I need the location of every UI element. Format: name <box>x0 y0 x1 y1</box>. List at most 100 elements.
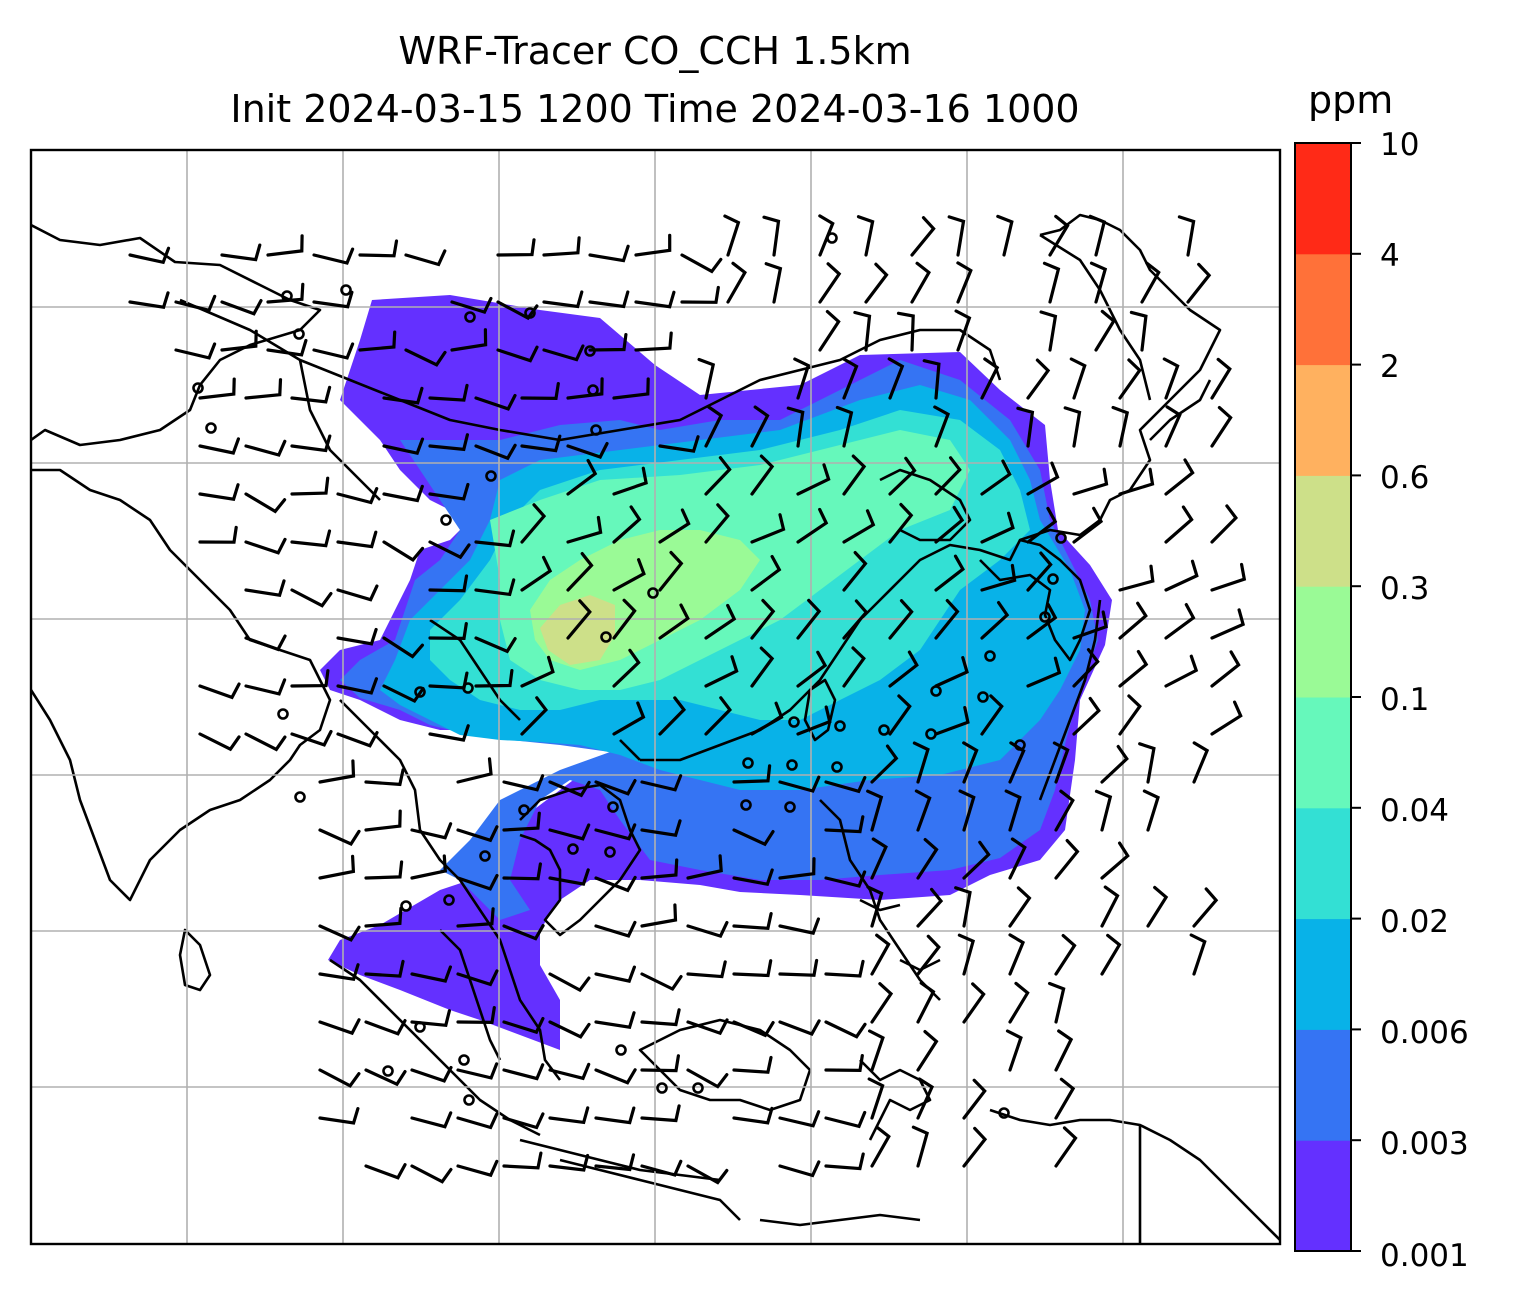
wind-barb <box>1026 602 1058 640</box>
calm-wind-circle <box>340 284 352 296</box>
wind-barb <box>548 1020 591 1039</box>
calm-wind-circle <box>440 514 452 526</box>
wind-barb <box>364 1068 407 1087</box>
wind-barb <box>594 823 637 841</box>
calm-wind-circle <box>930 685 942 697</box>
wind-barb <box>520 382 560 401</box>
wind-barb <box>318 1068 361 1088</box>
calm-wind-circle <box>826 232 838 244</box>
calm-wind-circle <box>998 1107 1010 1119</box>
wind-barb <box>750 454 775 496</box>
wind-barb <box>266 338 308 357</box>
wind-barb <box>1164 559 1199 592</box>
wind-barb <box>980 357 1000 400</box>
wind-barb <box>778 917 820 935</box>
wind-barb <box>1089 261 1108 304</box>
wind-barb <box>962 1078 987 1120</box>
wind-barb <box>956 261 973 304</box>
wind-barb <box>680 285 720 304</box>
calm-wind-circle <box>479 850 491 862</box>
wind-barb <box>824 1110 867 1129</box>
wind-barb <box>910 261 931 304</box>
wind-barb <box>870 982 894 1024</box>
wind-barb <box>640 1104 681 1123</box>
wind-barb <box>290 476 330 496</box>
wind-barb <box>290 529 332 548</box>
wind-barb <box>870 744 899 784</box>
colorbar-segment <box>1295 807 1351 920</box>
wind-barb <box>1072 696 1101 736</box>
wind-barb <box>1146 885 1169 928</box>
calm-wind-circle <box>293 328 305 340</box>
wind-barb <box>1005 1029 1023 1072</box>
wind-barb <box>566 377 604 400</box>
colorbar-tick-label-6: 0.3 <box>1380 571 1430 607</box>
wind-barb <box>612 505 642 544</box>
calm-wind-circle <box>485 470 497 482</box>
wind-barb <box>382 484 424 503</box>
calm-wind-circle <box>277 708 289 720</box>
wind-barb <box>866 885 884 928</box>
calm-wind-circle <box>984 650 996 662</box>
wind-barb <box>818 262 842 304</box>
wind-barb <box>1210 650 1241 688</box>
calm-wind-circle <box>1039 611 1051 623</box>
wind-barb <box>450 296 493 315</box>
calm-wind-circle <box>878 724 890 736</box>
wind-barb <box>954 886 972 928</box>
calm-wind-circles <box>192 232 1067 1119</box>
calm-wind-circle <box>977 691 989 703</box>
wind-barb <box>704 696 733 736</box>
map-plot-area <box>31 150 1280 1244</box>
wind-barb <box>750 701 784 736</box>
wind-barb <box>1118 694 1142 736</box>
wind-barb <box>1100 885 1120 928</box>
wind-barb <box>456 757 493 784</box>
wind-barb <box>456 1006 496 1025</box>
wind-barb <box>336 530 378 549</box>
wind-barb <box>594 1106 636 1125</box>
wind-barb <box>456 969 499 987</box>
wind-barb <box>1048 981 1066 1024</box>
calm-wind-circle <box>647 587 659 599</box>
wind-barb <box>566 515 603 544</box>
wind-barb <box>382 684 425 704</box>
wind-barb <box>1210 700 1243 736</box>
wind-barb <box>896 311 915 352</box>
wind-barb <box>336 584 379 602</box>
wind-barb <box>382 437 425 456</box>
wind-barb <box>548 1062 591 1081</box>
wind-barb <box>1072 648 1100 688</box>
wind-barb <box>962 840 991 880</box>
wind-barb <box>640 1159 683 1177</box>
wind-barb <box>778 1019 821 1036</box>
wind-barb <box>1142 789 1160 832</box>
wind-barb <box>1004 789 1022 832</box>
coastline-china-east <box>640 213 1222 762</box>
wind-barb <box>887 357 905 400</box>
wind-barb <box>824 870 867 888</box>
wind-barb <box>290 669 330 688</box>
wind-barb <box>220 299 263 316</box>
wind-barb <box>548 868 590 886</box>
wind-barb <box>1052 741 1070 784</box>
wind-barb <box>750 405 770 448</box>
wind-barb <box>778 1110 821 1128</box>
wind-barb <box>1008 933 1026 976</box>
wind-barb <box>922 359 941 400</box>
wind-barb <box>842 454 867 496</box>
wind-barb <box>962 982 986 1024</box>
wind-barb <box>732 828 775 847</box>
wind-barb <box>220 329 258 352</box>
wind-barb <box>520 434 562 453</box>
wind-barb <box>1164 654 1199 688</box>
graticule <box>31 150 1280 1244</box>
wind-barb <box>520 555 553 592</box>
wind-barb <box>404 348 447 367</box>
wind-barb <box>1094 789 1113 832</box>
wind-barb <box>1054 789 1075 832</box>
wind-barb <box>312 290 354 309</box>
wind-barb <box>1138 742 1156 784</box>
wind-barb <box>870 837 888 880</box>
colorbar-tick-label-7: 0.6 <box>1380 460 1430 496</box>
